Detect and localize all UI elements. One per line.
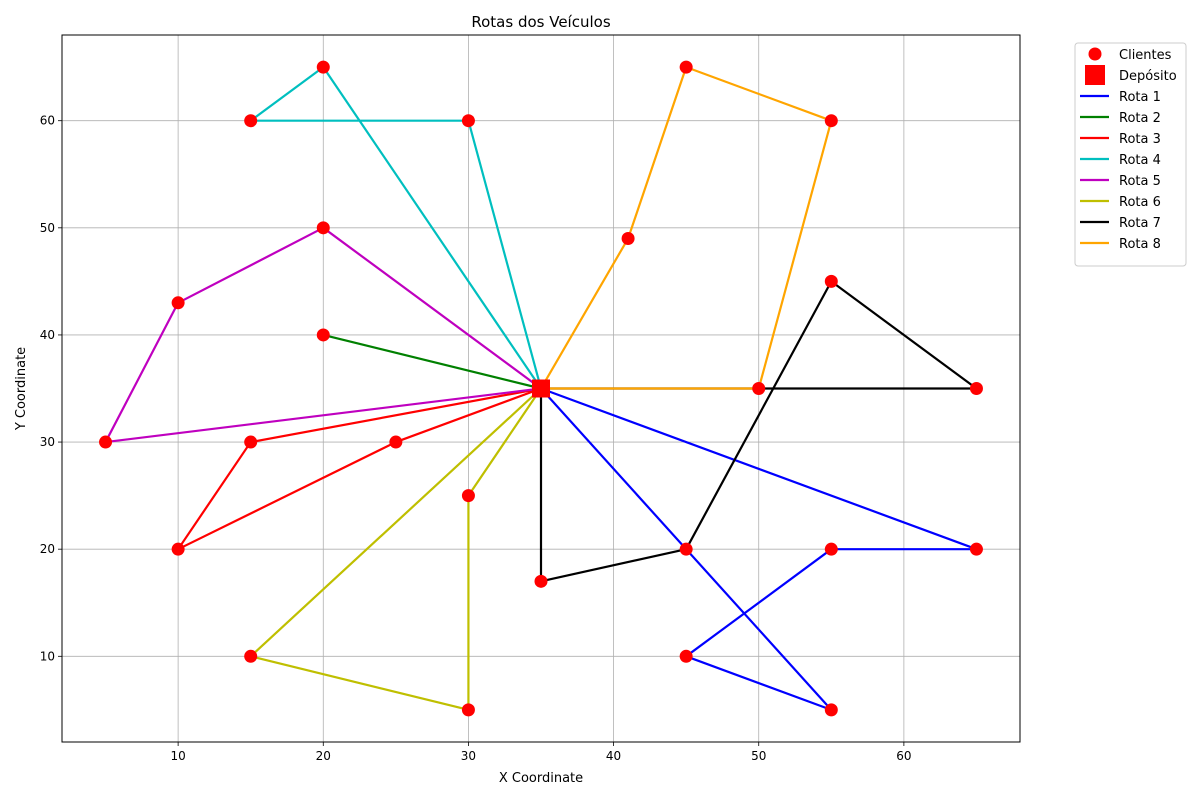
- y-tick-label: 40: [40, 328, 55, 342]
- plot-area-frame: [61, 34, 1021, 743]
- client-point: [244, 114, 258, 128]
- legend-label: Rota 2: [1119, 111, 1161, 126]
- legend-label: Rota 7: [1119, 216, 1161, 231]
- client-point: [824, 542, 838, 556]
- legend-box: [1074, 42, 1187, 267]
- y-tick-label: 30: [40, 435, 55, 449]
- client-point: [679, 60, 693, 74]
- client-point: [461, 489, 475, 503]
- y-tick-label: 60: [40, 114, 55, 128]
- x-tick-label: 30: [461, 749, 476, 763]
- x-tick-label: 40: [606, 749, 621, 763]
- client-point: [679, 649, 693, 663]
- client-point: [171, 542, 185, 556]
- x-tick-label: 20: [316, 749, 331, 763]
- client-points: [99, 60, 983, 717]
- client-point: [316, 60, 330, 74]
- client-point: [824, 114, 838, 128]
- client-point: [461, 703, 475, 717]
- legend-marker-clients: [1088, 47, 1102, 61]
- x-axis-title: X Coordinate: [499, 771, 583, 786]
- client-point: [679, 542, 693, 556]
- route-line-2: [322, 333, 542, 390]
- y-axis-title: Y Coordinate: [14, 347, 29, 431]
- chart-title: Rotas dos Veículos: [471, 13, 610, 31]
- client-point: [752, 382, 766, 395]
- client-point: [461, 114, 475, 128]
- legend-label: Rota 5: [1119, 174, 1161, 189]
- depot-marker: [532, 379, 550, 398]
- client-point: [621, 232, 635, 246]
- x-tick-label: 60: [896, 749, 911, 763]
- legend-label: Rota 6: [1119, 195, 1161, 210]
- client-point: [824, 703, 838, 717]
- y-tick-label: 50: [40, 221, 55, 235]
- legend: Clientes Depósito Rota 1 Rota 2 Rota 3 Rota 4…: [1074, 42, 1187, 267]
- legend-label: Rota 8: [1119, 237, 1161, 252]
- x-tick-label: 50: [751, 749, 766, 763]
- client-point: [99, 435, 113, 449]
- client-point: [244, 435, 258, 449]
- axis-ticks: 10 20 30 40 50 60 10 20 30 40 50 60: [40, 114, 912, 763]
- client-point: [389, 435, 403, 449]
- legend-label: Rota 4: [1119, 153, 1161, 168]
- legend-label: Rota 3: [1119, 132, 1161, 147]
- client-point: [969, 382, 983, 395]
- legend-marker-depot: [1085, 65, 1105, 85]
- client-point: [171, 296, 185, 310]
- client-point: [316, 328, 330, 342]
- route-line-1: [540, 387, 978, 711]
- route-line-8: [540, 66, 833, 390]
- legend-label: Clientes: [1119, 48, 1172, 63]
- client-point: [534, 574, 548, 588]
- client-point: [969, 542, 983, 556]
- y-tick-label: 20: [40, 542, 55, 556]
- client-point: [316, 221, 330, 235]
- legend-label: Rota 1: [1119, 90, 1161, 105]
- client-point: [824, 274, 838, 288]
- x-tick-label: 10: [170, 749, 185, 763]
- legend-label: Depósito: [1119, 69, 1177, 84]
- depot-marker-group: [532, 379, 550, 398]
- client-point: [244, 649, 258, 663]
- y-tick-label: 10: [40, 649, 55, 663]
